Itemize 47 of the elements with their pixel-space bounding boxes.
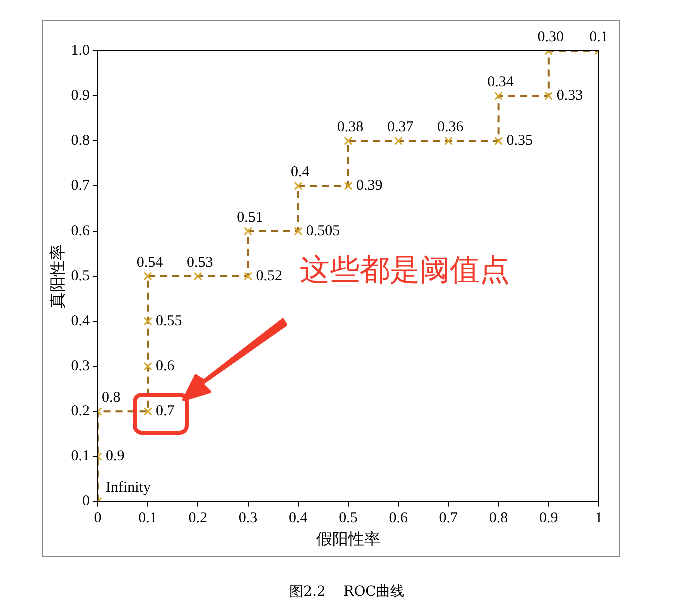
y-tick-label: 0 xyxy=(82,494,90,510)
x-tick-label: 0.5 xyxy=(339,510,358,527)
y-tick-label: 0.8 xyxy=(71,133,90,150)
annotation: 0.35 xyxy=(506,133,534,150)
annotation: 这些都是阈值点 xyxy=(300,252,510,290)
annotation: 0.38 xyxy=(337,120,364,136)
x-tick-label: 0.3 xyxy=(238,510,258,527)
x-tick-label: 0.2 xyxy=(188,510,208,527)
x-tick-label: 0.6 xyxy=(389,510,408,527)
y-tick-label: 0.7 xyxy=(71,178,90,194)
annotation: 0.39 xyxy=(356,178,383,194)
x-tick-label: 0.9 xyxy=(540,510,558,527)
y-axis-title: 真阳性率 xyxy=(48,244,67,308)
annotation: 0.30 xyxy=(538,29,564,46)
x-tick-label: 0 xyxy=(94,510,102,527)
y-tick-label: 0.3 xyxy=(71,358,90,374)
annotation: 0.51 xyxy=(237,210,264,226)
annotation: 0.36 xyxy=(438,120,464,136)
annotation: 0.34 xyxy=(488,74,514,91)
annotation: 0.1 xyxy=(590,29,608,46)
x-tick-label: 0.7 xyxy=(439,510,459,527)
x-tick-label: 0.8 xyxy=(489,510,508,527)
annotation: 0.52 xyxy=(256,268,283,284)
x-tick-label: 1 xyxy=(595,510,603,527)
y-tick-label: 0.4 xyxy=(71,313,90,330)
annotation: 0.53 xyxy=(187,254,214,271)
annotation: 0.505 xyxy=(306,223,340,240)
y-tick-label: 0.9 xyxy=(71,88,90,104)
annotation: 0.8 xyxy=(102,390,121,406)
caption: 图2.2 ROC曲线 xyxy=(288,583,406,601)
y-tick-label: 0.5 xyxy=(71,268,90,284)
annotation: 0.6 xyxy=(156,358,176,374)
y-tick-label: 1.0 xyxy=(71,42,90,59)
annotation: 0.37 xyxy=(387,120,414,136)
annotation: 0.4 xyxy=(290,164,310,181)
x-tick-label: 0.1 xyxy=(138,510,158,527)
annotation: 0.9 xyxy=(106,448,125,465)
annotation: 0.33 xyxy=(556,88,584,104)
y-tick-label: 0.2 xyxy=(71,404,90,420)
annotation: Infinity xyxy=(106,480,152,496)
annotation: 0.55 xyxy=(156,313,182,330)
annotation: 0.7 xyxy=(156,404,176,420)
y-tick-label: 0.1 xyxy=(71,448,90,465)
annotation: 0.54 xyxy=(136,254,164,271)
y-tick-label: 0.6 xyxy=(71,223,90,240)
x-axis-title: 假阳性率 xyxy=(316,530,380,549)
x-tick-label: 0.4 xyxy=(288,510,308,527)
